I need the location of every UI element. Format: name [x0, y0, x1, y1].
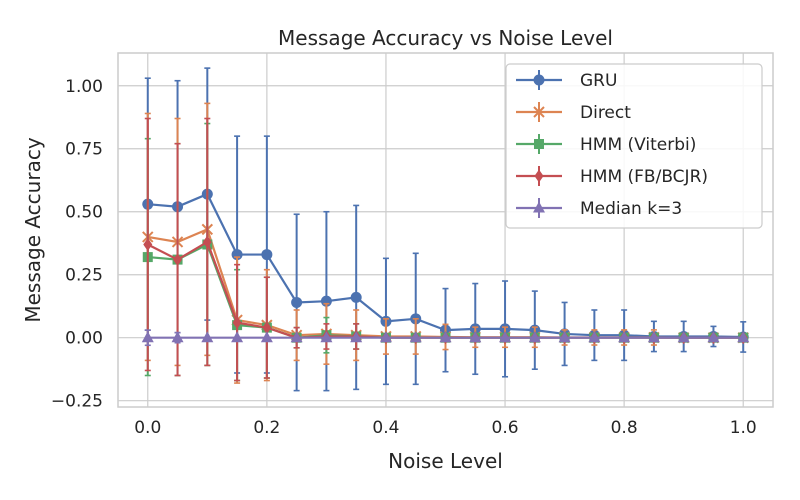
- legend-marker: [534, 169, 544, 183]
- data-point: [290, 331, 303, 343]
- data-point: [201, 331, 214, 343]
- series-median-k-3: [141, 329, 750, 347]
- data-point: [143, 237, 153, 251]
- y-tick-label: 0.75: [65, 140, 103, 160]
- data-point: [291, 296, 303, 308]
- chart-title: Message Accuracy vs Noise Level: [278, 26, 613, 50]
- y-tick-label: 0.25: [65, 266, 103, 286]
- legend-box: [505, 63, 763, 229]
- legend-label: HMM (Viterbi): [580, 135, 696, 155]
- legend-marker: [534, 139, 544, 149]
- data-point: [647, 331, 660, 343]
- y-tick-label: −0.25: [51, 392, 103, 412]
- legend-label: Median k=3: [580, 199, 682, 219]
- x-tick-label: 1.0: [730, 418, 757, 438]
- data-point: [707, 331, 720, 343]
- data-point: [141, 331, 154, 343]
- data-point: [588, 331, 601, 343]
- data-point: [260, 331, 273, 343]
- data-point: [232, 316, 242, 330]
- x-tick-label: 0.2: [253, 418, 280, 438]
- legend-label: HMM (FB/BCJR): [580, 167, 708, 187]
- x-tick-label: 0.4: [372, 418, 399, 438]
- legend-item: Median k=3: [516, 198, 682, 219]
- data-point: [202, 235, 212, 249]
- data-point: [173, 253, 183, 267]
- data-point: [231, 331, 244, 343]
- data-point: [677, 331, 690, 343]
- x-axis-label: Noise Level: [388, 449, 503, 473]
- data-point: [409, 331, 422, 343]
- x-tick-label: 0.8: [611, 418, 638, 438]
- legend-label: Direct: [580, 103, 631, 123]
- legend-item: HMM (Viterbi): [516, 134, 696, 155]
- data-point: [439, 331, 452, 343]
- data-point: [350, 291, 362, 303]
- data-point: [262, 321, 272, 335]
- x-tick-label: 0.0: [134, 418, 161, 438]
- data-point: [499, 331, 512, 343]
- data-point: [379, 331, 392, 343]
- tick-labels: 0.0 0.2 0.4 0.6 0.8 1.0 −0.25 0.00 0.25 0.50 0.75 1…: [51, 77, 757, 438]
- data-point: [528, 331, 541, 343]
- legend: GRU Direct HMM (Viterbi) HMM (FB/BCJR) Media…: [505, 63, 763, 229]
- data-point: [737, 331, 750, 343]
- y-tick-label: 0.50: [65, 203, 103, 223]
- legend-marker: [533, 201, 545, 213]
- data-point: [469, 331, 482, 343]
- y-axis-label: Message Accuracy: [21, 137, 45, 322]
- legend-item: Direct: [516, 102, 631, 123]
- x-tick-label: 0.6: [492, 418, 519, 438]
- data-point: [350, 331, 363, 343]
- data-point: [618, 331, 631, 343]
- data-point: [171, 331, 184, 343]
- legend-label: GRU: [580, 71, 617, 91]
- data-point: [261, 249, 273, 261]
- y-tick-label: 1.00: [65, 77, 103, 97]
- legend-marker: [533, 74, 545, 86]
- y-tick-label: 0.00: [65, 329, 103, 349]
- series-layer: [141, 67, 750, 392]
- legend-item: GRU: [516, 70, 617, 91]
- legend-item: HMM (FB/BCJR): [516, 166, 708, 187]
- data-point: [320, 331, 333, 343]
- legend-marker: [533, 106, 545, 118]
- plot-frame: [117, 52, 774, 408]
- data-point: [558, 331, 571, 343]
